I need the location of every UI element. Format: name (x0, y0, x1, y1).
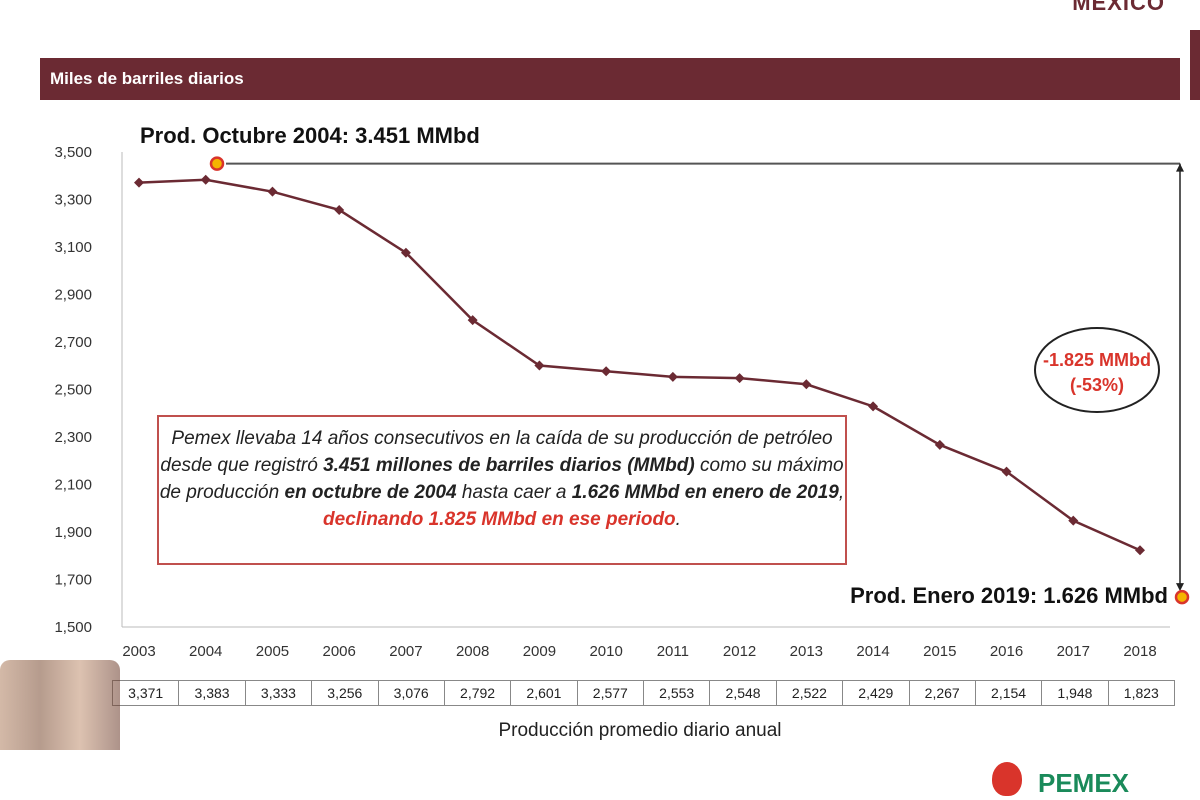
peak-marker (209, 156, 225, 171)
note-bold: 3.451 millones de barriles diarios (MMbd… (323, 455, 695, 476)
decline-value: -1.825 MMbd (1043, 350, 1151, 370)
y-tick-label: 1,700 (54, 572, 92, 589)
value-cell: 2,548 (709, 680, 777, 706)
note-highlight: declinando 1.825 MMbd en ese periodo (323, 509, 676, 530)
y-tick-label: 1,500 (54, 619, 92, 636)
data-point (801, 379, 812, 390)
x-tick-label: 2007 (389, 643, 422, 660)
value-cell: 2,429 (842, 680, 910, 706)
value-cell: 1,948 (1041, 680, 1109, 706)
data-point (200, 174, 211, 185)
note-bold: 1.626 MMbd en enero de 2019 (571, 482, 839, 503)
arrow-head-up-icon (1176, 163, 1184, 172)
x-tick-label: 2009 (523, 643, 556, 660)
data-point (667, 371, 678, 382)
data-point (334, 204, 345, 215)
pemex-logo-icon (992, 762, 1022, 796)
x-axis-label: Producción promedio diario anual (498, 720, 782, 741)
value-cell: 3,383 (178, 680, 246, 706)
data-point (1001, 466, 1012, 477)
value-cell: 2,792 (443, 680, 512, 706)
value-cell: 2,601 (510, 680, 578, 706)
arrow-head-down-icon (1176, 583, 1184, 592)
peak-label: Prod. Octubre 2004: 3.451 MMbd (140, 123, 480, 148)
y-tick-label: 1,900 (54, 524, 92, 541)
data-point (267, 186, 278, 197)
end-marker (1174, 589, 1190, 605)
y-tick-label: 2,300 (54, 429, 92, 446)
end-label: Prod. Enero 2019: 1.626 MMbd (850, 583, 1168, 608)
value-cell: 3,256 (311, 680, 379, 706)
note-bold: en octubre de 2004 (284, 482, 457, 503)
y-tick-label: 2,900 (54, 287, 92, 304)
value-cell: 2,553 (642, 680, 711, 706)
x-tick-label: 2010 (589, 643, 622, 660)
x-tick-label: 2016 (990, 643, 1023, 660)
note-text: , (838, 482, 845, 503)
decline-ellipse (1034, 327, 1160, 413)
x-tick-label: 2005 (256, 643, 289, 660)
heroes-illustration (0, 660, 120, 750)
x-tick-label: 2008 (456, 643, 489, 660)
data-point (734, 373, 745, 384)
summary-note: Pemex llevaba 14 años consecutivos en la… (157, 415, 847, 565)
note-text: Pemex llevaba 14 años consecutivos en la… (160, 428, 833, 476)
note-text: . (675, 509, 681, 530)
data-point (534, 360, 545, 371)
note-text: hasta caer a (456, 482, 572, 503)
mexico-logo: MÉXICO (1072, 0, 1165, 15)
value-cell: 3,371 (111, 680, 180, 706)
data-point (934, 439, 945, 450)
series-line (138, 178, 1141, 552)
data-point (1068, 515, 1079, 526)
note-text: como su máximo de producción (159, 455, 844, 503)
y-tick-label: 3,300 (54, 192, 92, 209)
y-tick-label: 2,100 (54, 477, 92, 494)
x-tick-label: 2017 (1057, 643, 1090, 660)
x-tick-label: 2018 (1123, 643, 1156, 660)
decline-percent: (-53%) (1070, 375, 1124, 395)
x-tick-label: 2013 (790, 643, 823, 660)
x-tick-label: 2006 (323, 643, 356, 660)
value-cell: 2,154 (974, 680, 1043, 706)
x-tick-label: 2004 (189, 643, 222, 660)
y-tick-label: 3,500 (54, 144, 92, 161)
data-point (467, 315, 478, 326)
side-accent-bar (1190, 30, 1200, 100)
value-cell: 3,333 (244, 680, 313, 706)
x-tick-label: 2015 (923, 643, 956, 660)
y-tick-label: 2,500 (54, 382, 92, 399)
x-tick-label: 2012 (723, 643, 756, 660)
y-tick-label: 2,700 (54, 334, 92, 351)
value-cell: 2,522 (775, 680, 844, 706)
data-point (601, 366, 612, 377)
x-tick-label: 2014 (856, 643, 889, 660)
value-cell: 2,267 (908, 680, 976, 706)
x-tick-label: 2011 (657, 643, 689, 660)
data-point (868, 401, 879, 412)
values-table: 3,371 3,383 3,333 3,256 3,076 2,792 2,601 2,577… (111, 680, 1176, 706)
x-tick-label: 2003 (122, 643, 155, 660)
pemex-logo: PEMEX (1038, 768, 1130, 798)
y-tick-label: 3,100 (54, 239, 92, 256)
chart-header: Miles de barriles diarios (40, 58, 1180, 100)
data-point (1135, 545, 1145, 556)
value-cell: 1,823 (1107, 680, 1176, 706)
value-cell: 3,076 (377, 680, 445, 706)
value-cell: 2,577 (576, 680, 645, 706)
data-point (400, 247, 411, 258)
data-point (134, 177, 144, 188)
